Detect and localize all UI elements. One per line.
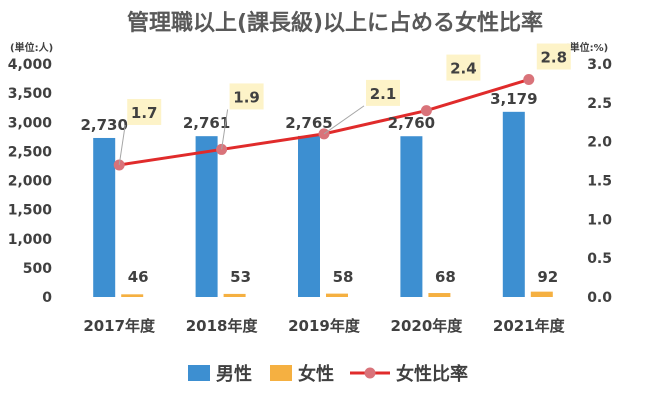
ratio-marker: [420, 105, 432, 117]
male-bar: [93, 137, 116, 297]
ratio-label-bg: [127, 98, 162, 125]
ratio-leader-line: [323, 105, 365, 135]
legend: 男性 女性 女性比率: [188, 363, 468, 385]
right-tick-label: 1.0: [587, 212, 612, 228]
male-bar: [298, 135, 320, 297]
ratio-leader-line: [118, 124, 126, 166]
ratio-label-bg: [536, 43, 571, 70]
left-tick-label: 1,500: [8, 203, 53, 219]
female-data-label: 58: [333, 268, 354, 286]
left-tick-label: 4,000: [8, 57, 53, 73]
category-label: 2017年度: [83, 317, 156, 335]
male-data-label: 3,179: [490, 90, 537, 108]
right-tick-label: 2.0: [587, 135, 612, 151]
ratio-label-bg: [229, 83, 264, 110]
left-tick-label: 1,000: [8, 232, 53, 248]
legend-label-female: 女性: [298, 363, 334, 385]
male-bar: [502, 111, 525, 298]
female-bar: [326, 293, 348, 297]
female-data-label: 92: [537, 268, 558, 286]
male-bar: [400, 136, 423, 297]
category-label: 2020年度: [391, 317, 464, 335]
female-data-label: 53: [230, 268, 251, 286]
ratio-data-label: 1.9: [233, 88, 260, 106]
female-bar: [223, 293, 246, 297]
male-data-label: 2,760: [388, 114, 435, 132]
ratio-data-label: 2.1: [370, 85, 397, 103]
chart-title: 管理職以上(課長級)以上に占める女性比率: [127, 10, 543, 36]
ratio-label-bg: [446, 54, 481, 81]
ratio-data-label: 2.8: [541, 49, 568, 67]
legend-swatch-ratio-marker: [364, 367, 376, 379]
female-bar: [530, 291, 553, 297]
female-data-label: 46: [128, 268, 149, 286]
category-label: 2018年度: [186, 317, 259, 335]
left-tick-label: 0: [42, 290, 52, 306]
male-data-label: 2,730: [80, 116, 127, 134]
left-tick-label: 2,500: [8, 144, 53, 160]
category-axis: 2017年度 2018年度 2019年度 2020年度 2021年度: [83, 317, 565, 335]
male-data-label: 2,761: [183, 114, 230, 132]
male-bar: [195, 136, 218, 297]
left-tick-label: 500: [23, 261, 52, 277]
ratio-data-label: 2.4: [450, 60, 477, 78]
female-bar: [121, 294, 144, 297]
right-axis-unit: (単位:%): [565, 41, 608, 54]
ratio-leader-line: [221, 109, 229, 150]
ratio-marker: [523, 74, 535, 86]
right-axis: 0.0 0.5 1.0 1.5 2.0 2.5 3.0: [587, 57, 612, 306]
male-data-label: 2,765: [285, 114, 332, 132]
category-label: 2021年度: [493, 317, 566, 335]
data-label-group: 2,730 46 2,761 53 2,765 58 2,760 68 3,179 92 1.7 1.…: [80, 43, 571, 286]
category-label: 2019年度: [288, 317, 361, 335]
ratio-label-bg: [366, 79, 400, 106]
right-tick-label: 1.5: [587, 174, 612, 190]
right-tick-label: 2.5: [587, 96, 612, 112]
left-axis: 0 500 1,000 1,500 2,000 2,500 3,000 3,500 4,000: [8, 57, 53, 306]
left-tick-label: 3,500: [8, 86, 53, 102]
right-tick-label: 0.0: [587, 290, 612, 306]
female-bar: [428, 293, 451, 297]
right-tick-label: 0.5: [587, 251, 612, 267]
right-tick-label: 3.0: [587, 57, 612, 73]
bar-group: [93, 111, 553, 298]
legend-swatch-male: [188, 365, 210, 381]
female-data-label: 68: [435, 268, 456, 286]
legend-label-male: 男性: [216, 363, 252, 385]
left-tick-label: 2,000: [8, 174, 53, 190]
legend-label-ratio: 女性比率: [396, 363, 468, 385]
left-axis-unit: (単位:人): [10, 41, 53, 54]
ratio-data-label: 1.7: [131, 104, 158, 122]
left-tick-label: 3,000: [8, 115, 53, 131]
legend-swatch-female: [270, 365, 292, 381]
